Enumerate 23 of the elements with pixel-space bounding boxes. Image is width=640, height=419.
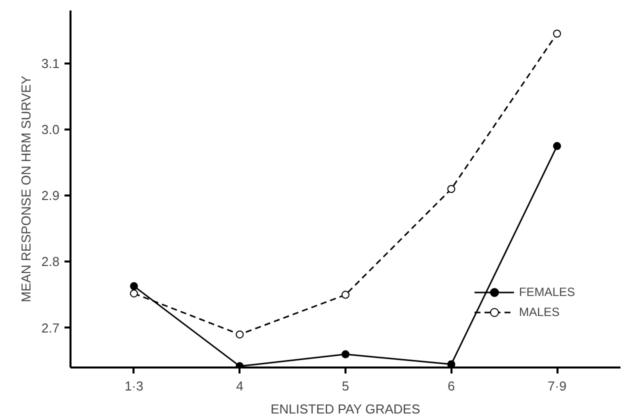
legend-label: FEMALES [518, 285, 575, 299]
y-tick-label: 3.0 [41, 122, 60, 137]
y-tick-label: 2.8 [41, 254, 60, 270]
x-tick-label: 1·3 [124, 378, 144, 394]
x-tick-label: 6 [448, 378, 455, 394]
y-tick-label: 3.1 [41, 56, 60, 71]
point [447, 360, 456, 368]
y-axis-title: MEAN RESPONSE ON HRM SURVEY [18, 75, 34, 302]
x-tick-label: 5 [342, 378, 350, 394]
point [553, 30, 562, 38]
y-tick-label: 2.7 [41, 320, 60, 336]
point [130, 289, 138, 298]
point [342, 290, 350, 299]
point [236, 330, 244, 338]
y-tick-label: 2.9 [41, 188, 60, 204]
point [447, 185, 456, 193]
legend-label: MALES [518, 305, 560, 319]
point [342, 350, 350, 358]
point [130, 282, 138, 290]
x-axis-title: ENLISTED PAY GRADES [270, 402, 420, 416]
x-tick-label: 7·9 [548, 378, 566, 394]
x-tick-label: 4 [236, 378, 244, 394]
point [553, 142, 562, 150]
